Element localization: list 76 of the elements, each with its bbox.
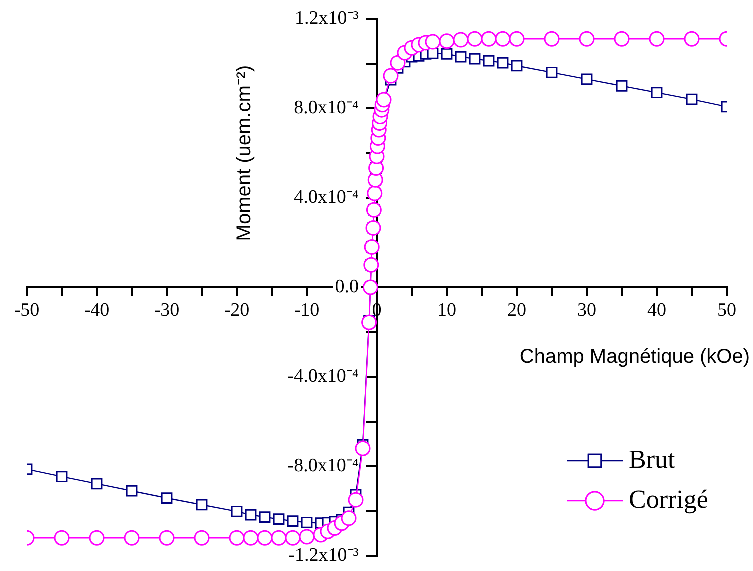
point — [259, 512, 271, 523]
point — [546, 67, 558, 78]
point — [425, 34, 441, 50]
point — [581, 74, 593, 86]
x-tick-label: -30 — [154, 300, 180, 321]
point — [89, 530, 105, 546]
point — [287, 516, 299, 528]
point — [544, 31, 560, 47]
y-tick-label: 1.2x10⁻³ — [295, 8, 360, 29]
x-tick-label: -50 — [14, 300, 40, 321]
point — [467, 31, 483, 47]
point — [124, 530, 140, 546]
point — [348, 492, 364, 508]
point — [453, 32, 469, 48]
point — [439, 34, 455, 50]
x-tick-label: -40 — [84, 300, 110, 321]
point — [579, 31, 595, 47]
x-axis-title: Champ Magnétique (kOe) — [520, 346, 750, 368]
y-tick-label: -8.0x10⁻⁴ — [288, 455, 360, 476]
point — [366, 202, 382, 218]
point — [355, 440, 371, 456]
y-tick-label: 8.0x10⁻⁴ — [294, 97, 360, 118]
point — [194, 530, 210, 546]
point — [273, 514, 285, 526]
point — [366, 220, 382, 236]
point — [616, 80, 628, 92]
point — [56, 471, 68, 482]
point — [376, 92, 392, 108]
point — [495, 31, 511, 47]
point — [159, 530, 175, 546]
y-axis-title: Moment (uem.cm⁻²) — [234, 65, 256, 242]
point — [299, 529, 315, 545]
y-tick-label: 4.0x10⁻⁴ — [294, 186, 360, 208]
point — [54, 530, 70, 546]
x-tick-label: 10 — [438, 300, 456, 321]
y-tick-label: 0.0 — [335, 276, 359, 298]
point — [364, 239, 380, 255]
point — [196, 499, 208, 511]
point — [91, 478, 103, 490]
x-tick-label: 30 — [578, 300, 596, 321]
point — [362, 314, 378, 330]
legend-label: Corrigé — [629, 484, 708, 514]
point — [441, 48, 453, 60]
point — [509, 31, 525, 47]
point — [231, 506, 243, 518]
point — [651, 87, 663, 99]
point — [257, 530, 273, 546]
x-tick-label: 20 — [508, 300, 526, 321]
x-tick-label: -10 — [294, 300, 320, 321]
x-tick-label: -20 — [224, 300, 250, 321]
point — [126, 485, 138, 497]
x-tick-label: 50 — [718, 300, 736, 321]
point — [455, 51, 467, 63]
point — [649, 31, 665, 47]
point — [229, 530, 245, 546]
point — [497, 57, 509, 69]
point — [245, 509, 257, 521]
point — [383, 68, 399, 84]
point — [243, 530, 259, 546]
y-tick-label: -4.0x10⁻⁴ — [288, 366, 360, 387]
point — [341, 510, 357, 526]
point — [161, 492, 173, 504]
point — [511, 60, 523, 72]
point — [469, 53, 481, 65]
point — [271, 530, 287, 546]
legend-label: Brut — [629, 444, 676, 474]
point — [686, 94, 698, 106]
point — [285, 530, 301, 546]
point — [614, 31, 630, 47]
y-tick-label: -1.2x10⁻³ — [288, 544, 360, 566]
x-tick-label: 40 — [648, 300, 666, 321]
point — [481, 31, 497, 47]
point — [362, 280, 378, 296]
point — [301, 516, 313, 528]
point — [684, 31, 700, 47]
point — [483, 55, 495, 67]
